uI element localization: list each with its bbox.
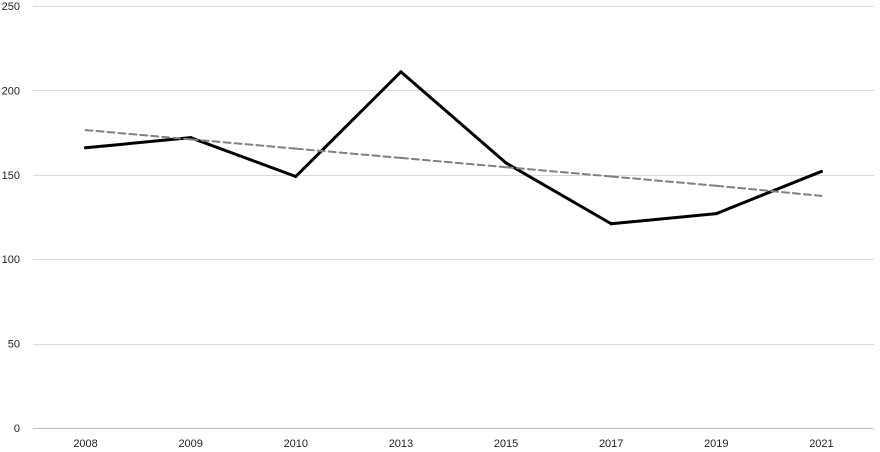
line-segment <box>399 70 508 165</box>
trend-segment <box>610 175 718 187</box>
x-tick-label: 2021 <box>809 438 833 450</box>
series-group <box>84 70 823 226</box>
y-tick-label: 200 <box>2 85 20 97</box>
x-axis-ticks: 2008 2009 2010 2013 2015 2017 2019 2021 <box>73 438 833 450</box>
data-point <box>819 169 823 173</box>
trend-segment <box>715 184 823 197</box>
x-tick-label: 2013 <box>389 438 413 450</box>
x-tick-label: 2010 <box>284 438 308 450</box>
data-point <box>84 146 88 150</box>
line-segment <box>294 70 403 178</box>
trend-segment <box>399 156 508 169</box>
y-tick-label: 50 <box>8 339 20 351</box>
trend-line-series <box>84 129 823 197</box>
line-segment <box>189 136 298 178</box>
y-tick-label: 150 <box>2 170 20 182</box>
data-point <box>399 70 403 74</box>
line-segment <box>609 212 718 226</box>
line-segment <box>714 169 823 216</box>
line-segment <box>504 161 613 226</box>
x-tick-label: 2015 <box>494 438 518 450</box>
y-axis-ticks: 0 50 100 150 200 250 <box>2 1 20 435</box>
trend-segment <box>294 147 402 159</box>
trend-segment <box>84 129 192 141</box>
trend-segment <box>505 166 613 178</box>
data-line-series <box>84 70 823 226</box>
x-tick-label: 2017 <box>599 438 623 450</box>
data-point <box>714 212 718 216</box>
data-point <box>294 174 298 178</box>
x-tick-label: 2019 <box>704 438 728 450</box>
line-segment <box>84 136 193 150</box>
trend-segment <box>189 138 297 150</box>
x-tick-label: 2009 <box>178 438 202 450</box>
y-tick-label: 250 <box>2 1 20 13</box>
gridlines <box>33 6 874 429</box>
data-point <box>504 161 508 165</box>
y-tick-label: 100 <box>2 254 20 266</box>
x-tick-label: 2008 <box>73 438 97 450</box>
y-tick-label: 0 <box>14 423 20 435</box>
data-point <box>609 222 613 226</box>
